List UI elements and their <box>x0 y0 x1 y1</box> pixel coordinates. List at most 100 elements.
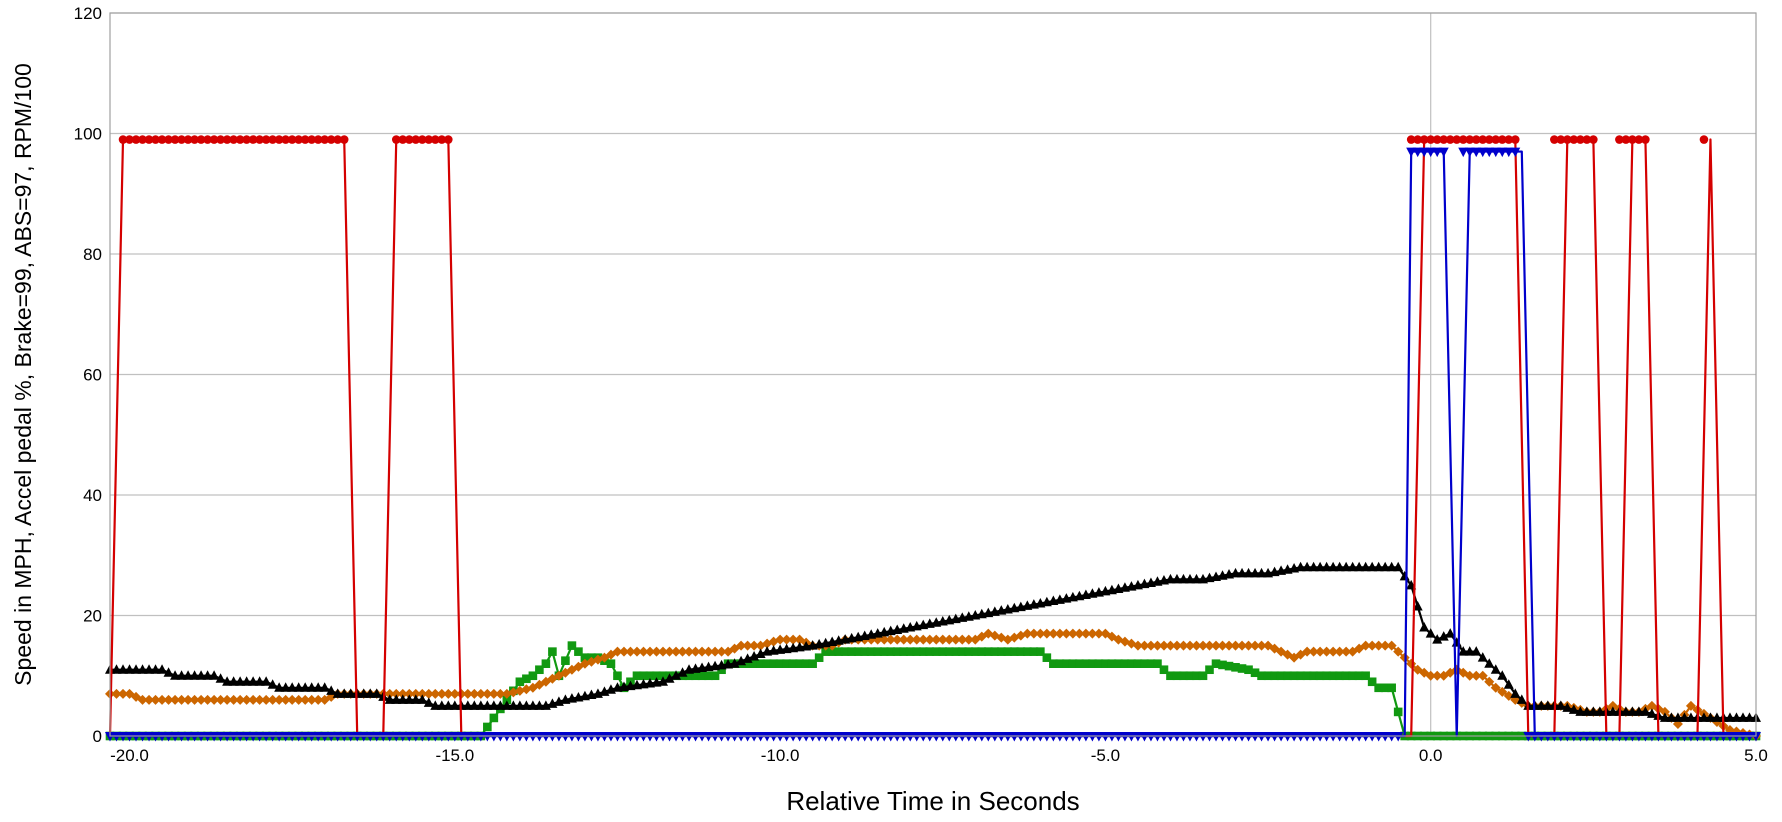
data-point-square <box>1049 659 1058 668</box>
data-point-triangle-down <box>527 732 538 742</box>
data-point-diamond <box>1165 640 1176 651</box>
axes-group: 0 20 40 60 80 100 120 -20.0 -15.0 -10.0 -5.0 0.0 5.0 <box>74 4 1768 765</box>
data-point-triangle-up <box>1171 573 1182 584</box>
data-point-circle <box>1413 135 1422 144</box>
data-point-triangle-up <box>469 700 480 710</box>
data-point-triangle-down <box>1139 732 1150 742</box>
data-point-circle <box>1465 135 1475 144</box>
data-point-triangle-down <box>1575 732 1586 742</box>
data-point-square <box>756 659 765 668</box>
data-point-triangle-down <box>931 732 942 742</box>
data-point-diamond <box>1243 640 1254 651</box>
data-point-circle <box>131 135 141 144</box>
data-point-triangle-down <box>1568 732 1579 742</box>
data-point-circle <box>294 135 303 144</box>
data-point-triangle-down <box>1471 147 1482 158</box>
data-point-square <box>1114 659 1123 668</box>
data-point-triangle-down <box>1542 732 1553 742</box>
data-point-circle <box>229 135 238 144</box>
data-point-diamond <box>684 646 695 657</box>
data-point-triangle-down <box>319 732 330 742</box>
data-point-triangle-down <box>1308 732 1319 742</box>
x-axis-title: Relative Time in Seconds <box>786 786 1079 816</box>
x-tick-label: -15.0 <box>435 746 474 765</box>
data-point-triangle-up <box>482 700 493 710</box>
data-point-triangle-up <box>1367 561 1378 572</box>
data-point-triangle-down <box>501 732 512 742</box>
data-point-square <box>1393 707 1403 717</box>
data-point-square <box>697 671 707 681</box>
data-point-circle <box>1589 135 1598 144</box>
data-point-square <box>580 653 590 662</box>
data-point-circle <box>1439 135 1449 144</box>
data-point-square <box>964 647 974 656</box>
data-point-triangle-up <box>1627 706 1638 716</box>
data-point-triangle-down <box>1536 732 1547 742</box>
data-point-diamond <box>293 694 304 705</box>
data-point-circle <box>268 135 277 144</box>
data-point-diamond <box>1041 628 1052 639</box>
data-point-triangle-down <box>1432 147 1443 158</box>
data-point-triangle-down <box>1724 732 1735 742</box>
data-point-diamond <box>430 688 441 699</box>
data-point-triangle-up <box>1308 561 1319 572</box>
data-point-diamond <box>1093 628 1104 639</box>
data-point-triangle-down <box>898 732 909 742</box>
data-point-triangle-up <box>339 688 350 698</box>
data-point-triangle-down <box>144 732 155 742</box>
data-point-diamond <box>957 634 968 645</box>
data-point-triangle-down <box>1705 732 1716 742</box>
data-point-diamond <box>306 694 317 705</box>
data-point-circle <box>1634 135 1644 144</box>
data-point-triangle-down <box>1737 732 1748 742</box>
data-point-circle <box>222 135 232 144</box>
data-point-triangle-up <box>1334 561 1345 572</box>
data-point-triangle-down <box>592 732 603 742</box>
data-point-diamond <box>1224 640 1235 651</box>
data-point-diamond <box>280 694 291 705</box>
data-point-circle <box>248 135 258 144</box>
data-point-square <box>879 647 889 656</box>
data-point-triangle-up <box>1302 561 1313 572</box>
data-point-triangle-down <box>710 732 721 742</box>
data-point-triangle-down <box>358 732 369 742</box>
data-point-square <box>1315 671 1325 681</box>
data-point-triangle-down <box>1620 732 1631 742</box>
data-point-triangle-up <box>1328 561 1339 572</box>
data-point-square <box>840 647 850 656</box>
data-point-triangle-up <box>287 682 298 692</box>
data-point-square <box>1075 659 1084 668</box>
data-point-triangle-up <box>261 676 272 686</box>
data-point-triangle-up <box>1516 694 1527 704</box>
data-point-triangle-down <box>1380 732 1391 742</box>
data-point-diamond <box>892 634 903 645</box>
data-point-triangle-down <box>228 732 239 742</box>
data-point-triangle-up <box>514 700 525 710</box>
data-point-triangle-up <box>729 658 740 668</box>
data-point-triangle-down <box>970 732 981 742</box>
data-point-diamond <box>1015 630 1026 641</box>
data-point-square <box>1055 659 1065 668</box>
data-point-triangle-down <box>202 732 213 742</box>
data-point-triangle-down <box>209 732 220 742</box>
data-point-triangle-down <box>631 732 642 742</box>
data-point-triangle-down <box>1087 732 1098 742</box>
data-point-square <box>561 656 570 665</box>
data-point-triangle-down <box>1666 732 1677 742</box>
data-point-triangle-down <box>1204 732 1215 742</box>
data-point-triangle-up <box>742 653 753 663</box>
data-point-square <box>522 674 531 684</box>
data-point-triangle-up <box>1386 561 1397 572</box>
data-point-triangle-down <box>1438 147 1449 158</box>
data-point-diamond <box>697 646 708 657</box>
data-point-circle <box>125 135 134 144</box>
data-point-triangle-down <box>196 732 207 742</box>
data-point-square <box>528 671 538 681</box>
data-point-diamond <box>1028 628 1039 639</box>
data-point-square <box>918 647 928 656</box>
data-point-triangle-up <box>1347 561 1358 572</box>
data-point-triangle-down <box>833 732 844 742</box>
data-point-triangle-up <box>1685 712 1696 722</box>
data-point-diamond <box>963 634 974 645</box>
